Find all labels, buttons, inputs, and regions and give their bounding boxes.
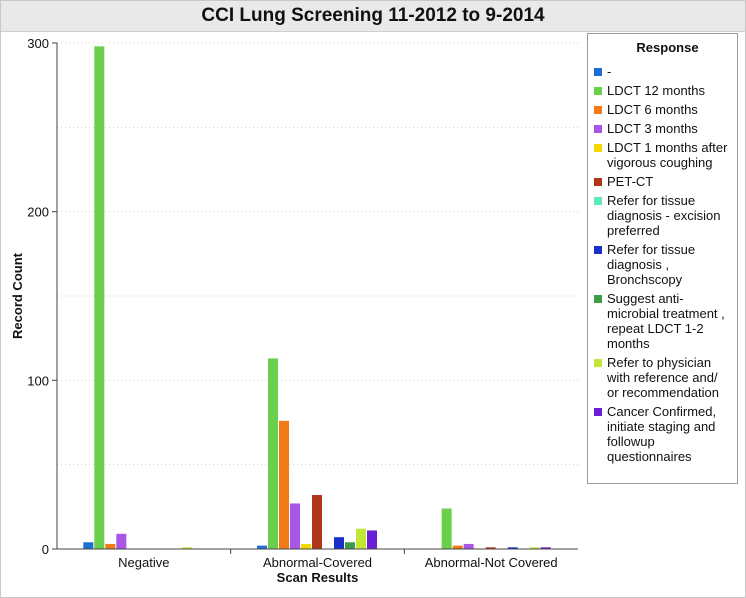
bar bbox=[540, 547, 551, 549]
bar bbox=[290, 503, 300, 549]
y-tick-label: 100 bbox=[27, 373, 49, 388]
legend-label: LDCT 3 months bbox=[607, 121, 698, 136]
bar bbox=[116, 533, 127, 549]
bar bbox=[83, 542, 94, 549]
legend-label: PET-CT bbox=[607, 174, 654, 189]
legend-item: LDCT 3 months bbox=[594, 121, 731, 136]
legend-swatch bbox=[594, 246, 602, 254]
legend-label: Refer for tissue diagnosis , Bronchscopy bbox=[607, 242, 696, 287]
legend-swatch bbox=[594, 68, 602, 76]
x-axis-label: Scan Results bbox=[277, 570, 359, 585]
legend-item: Refer for tissue diagnosis - excision pr… bbox=[594, 193, 731, 238]
bar bbox=[312, 495, 322, 549]
bar bbox=[356, 528, 366, 549]
legend-label: LDCT 1 months after vigorous coughing bbox=[607, 140, 728, 170]
legend-label: LDCT 12 months bbox=[607, 83, 706, 98]
bar bbox=[268, 358, 278, 549]
x-tick-label: Abnormal-Covered bbox=[263, 555, 372, 570]
y-tick-label: 300 bbox=[27, 36, 49, 51]
legend-swatch bbox=[594, 106, 602, 114]
legend-swatch bbox=[594, 295, 602, 303]
bar bbox=[507, 547, 518, 549]
x-tick-label: Abnormal-Not Covered bbox=[425, 555, 558, 570]
bar bbox=[452, 545, 463, 549]
bar bbox=[279, 420, 289, 549]
legend-swatch bbox=[594, 359, 602, 367]
bar bbox=[485, 547, 496, 549]
bar bbox=[301, 543, 311, 549]
legend-item: LDCT 6 months bbox=[594, 102, 731, 117]
bar bbox=[257, 545, 267, 549]
legend-label: Cancer Confirmed, initiate staging and f… bbox=[607, 404, 717, 464]
axes: 0 100 200 300 Negative Abnormal-Covered Abnorm… bbox=[27, 36, 578, 570]
legend-swatch bbox=[594, 178, 602, 186]
legend-swatch bbox=[594, 87, 602, 95]
legend-label: Refer for tissue diagnosis - excision pr… bbox=[607, 193, 721, 238]
y-tick-label: 0 bbox=[42, 542, 49, 557]
bars bbox=[83, 46, 551, 550]
bar bbox=[529, 547, 540, 549]
legend-label: Suggest anti-microbial treatment , repea… bbox=[607, 291, 725, 351]
bar bbox=[94, 46, 105, 550]
bar bbox=[334, 537, 344, 549]
bar bbox=[182, 547, 193, 549]
legend-swatch bbox=[594, 144, 602, 152]
bar bbox=[105, 543, 116, 549]
legend-item: PET-CT bbox=[594, 174, 731, 189]
legend: Response - LDCT 12 months LDCT 6 months LDC… bbox=[587, 33, 738, 484]
legend-title: Response bbox=[636, 40, 699, 55]
bar bbox=[463, 543, 474, 549]
legend-item: Suggest anti-microbial treatment , repea… bbox=[594, 291, 731, 351]
legend-item: LDCT 1 months after vigorous coughing bbox=[594, 140, 731, 170]
bar bbox=[345, 542, 355, 549]
legend-item: Refer to physician with reference and/ o… bbox=[594, 355, 731, 400]
bar bbox=[441, 508, 452, 549]
y-tick-label: 200 bbox=[27, 205, 49, 220]
legend-label: - bbox=[607, 64, 612, 79]
chart-title: CCI Lung Screening 11-2012 to 9-2014 bbox=[1, 1, 745, 32]
legend-swatch bbox=[594, 125, 602, 133]
gridlines bbox=[57, 42, 578, 466]
legend-label: Refer to physician with reference and/ o… bbox=[607, 355, 719, 400]
legend-item: LDCT 12 months bbox=[594, 83, 731, 98]
y-axis-label: Record Count bbox=[10, 252, 25, 339]
legend-swatch bbox=[594, 197, 602, 205]
legend-label: LDCT 6 months bbox=[607, 102, 698, 117]
legend-swatch bbox=[594, 408, 602, 416]
legend-item: Refer for tissue diagnosis , Bronchscopy bbox=[594, 242, 731, 287]
x-tick-label: Negative bbox=[118, 555, 169, 570]
bar bbox=[367, 530, 377, 549]
legend-item: - bbox=[594, 64, 731, 79]
legend-item: Cancer Confirmed, initiate staging and f… bbox=[594, 404, 731, 464]
